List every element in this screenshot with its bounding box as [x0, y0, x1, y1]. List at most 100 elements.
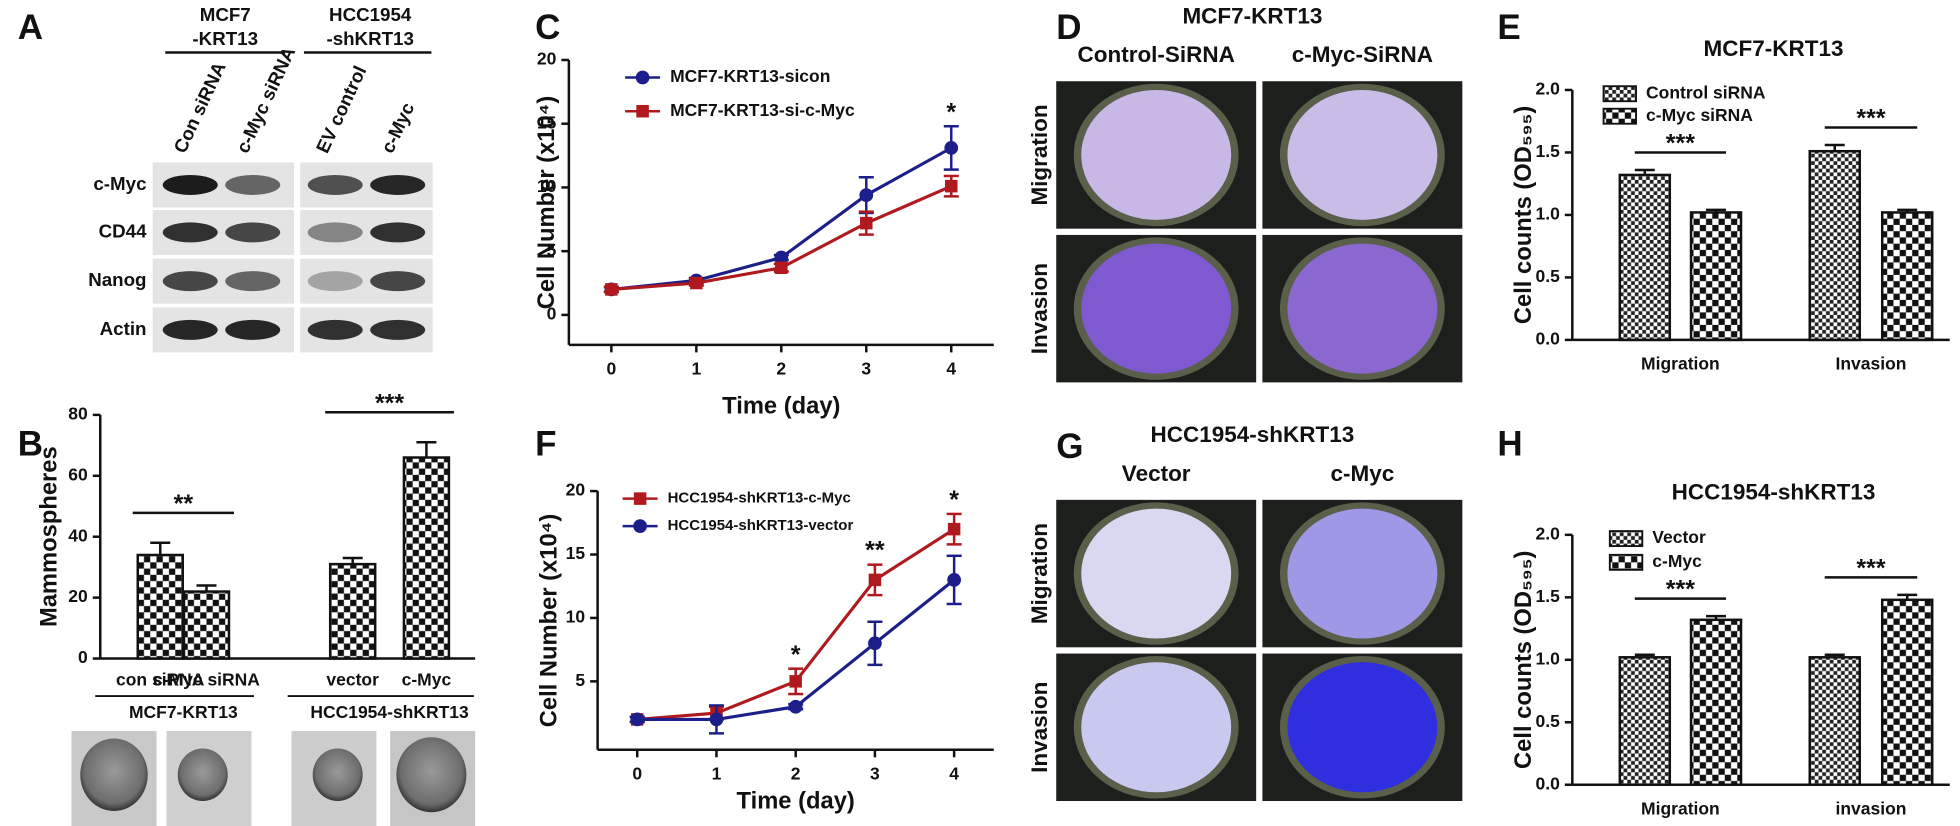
blot-band	[162, 222, 218, 243]
stained-membrane	[1081, 243, 1232, 374]
marker	[690, 276, 703, 290]
panel-label: D	[1056, 8, 1081, 47]
marker	[774, 250, 789, 265]
y-tick-label: 5	[575, 670, 585, 690]
blot-band	[307, 222, 363, 243]
legend-marker	[635, 70, 650, 85]
row-label: c-Myc	[93, 173, 146, 194]
bar	[1689, 618, 1743, 787]
y-tick-label: 1.5	[1536, 586, 1561, 606]
x-tick-label: 0	[606, 359, 616, 379]
y-tick-label: 15	[537, 112, 557, 132]
lane-label: Con siRNA	[169, 58, 230, 156]
row-label: Migration	[1027, 523, 1052, 624]
marker	[775, 261, 788, 274]
blot-band	[225, 222, 281, 243]
marker	[709, 712, 724, 727]
blot-band	[370, 222, 426, 243]
blot-band	[162, 319, 218, 340]
bar	[182, 590, 231, 660]
blot-band	[370, 271, 426, 292]
stained-membrane	[1081, 508, 1232, 639]
y-tick-label: 20	[537, 49, 556, 69]
marker	[868, 573, 882, 587]
legend-marker	[636, 104, 649, 118]
x-tick-label: 1	[712, 763, 722, 783]
sphere	[396, 737, 467, 813]
y-tick-label: 20	[566, 480, 585, 500]
row-label: Invasion	[1027, 263, 1052, 354]
bar	[402, 456, 451, 660]
bar	[328, 562, 377, 660]
x-tick-label: 0	[632, 763, 642, 783]
panel-label: H	[1497, 424, 1522, 463]
y-tick-label: 15	[566, 543, 586, 563]
y-tick-label: 1.0	[1536, 204, 1560, 224]
marker	[789, 675, 802, 688]
y-tick-label: 1.0	[1536, 648, 1560, 668]
y-axis-label: Cell Number (x10⁴)	[534, 96, 560, 310]
column-label: Vector	[1122, 461, 1191, 486]
bar	[1808, 149, 1861, 342]
blot-band	[370, 174, 426, 195]
x-tick-label: con siRNA	[116, 670, 205, 690]
group-label: MCF7-KRT13	[129, 702, 238, 722]
panel-label: B	[18, 424, 43, 463]
legend-swatch	[1608, 530, 1644, 548]
x-tick-label: c-Myc	[402, 670, 452, 690]
column-label: c-Myc-SiRNA	[1292, 42, 1433, 67]
stained-membrane	[1287, 89, 1438, 220]
x-tick-label: c-Myc siRNA	[153, 670, 260, 690]
legend-marker	[633, 519, 647, 533]
group-label: HCC1954-shKRT13	[310, 702, 469, 722]
y-axis-label: Cell counts (OD₅₉₅)	[1511, 106, 1537, 324]
y-tick-label: 0	[547, 304, 557, 324]
group-label: MCF7	[200, 4, 251, 25]
y-axis-label: Mammospheres	[37, 446, 63, 627]
y-tick-label: 0.5	[1536, 266, 1561, 286]
marker	[630, 712, 645, 727]
marker	[788, 699, 803, 714]
x-tick-label: Migration	[1641, 354, 1720, 374]
x-tick-label: 1	[691, 359, 701, 379]
lane-label: c-Myc siRNA	[232, 43, 300, 156]
blot-band	[370, 319, 426, 340]
legend-label: HCC1954-shKRT13-vector	[668, 517, 854, 534]
legend-label: MCF7-KRT13-sicon	[670, 66, 830, 86]
significance: ***	[1856, 105, 1885, 133]
stained-membrane	[1081, 89, 1232, 220]
marker	[947, 573, 962, 587]
significance: *	[946, 98, 956, 126]
legend-label: MCF7-KRT13-si-c-Myc	[670, 100, 855, 120]
bar	[1618, 173, 1672, 342]
significance: *	[949, 486, 959, 514]
marker	[945, 179, 958, 193]
panel-label: F	[535, 424, 556, 463]
legend-marker	[633, 492, 647, 505]
panel-label: C	[535, 8, 560, 47]
x-tick-label: 4	[949, 763, 959, 783]
legend-label: HCC1954-shKRT13-c-Myc	[668, 490, 851, 507]
panel-label: G	[1056, 427, 1083, 466]
legend-label: Control siRNA	[1646, 82, 1766, 102]
lane-label: c-Myc	[377, 99, 418, 156]
row-label: Actin	[100, 318, 147, 339]
x-tick-label: vector	[326, 670, 379, 690]
significance: ***	[1666, 130, 1695, 158]
significance: ***	[375, 389, 404, 417]
y-tick-label: 10	[537, 176, 556, 196]
y-tick-label: 2.0	[1536, 523, 1560, 543]
blot-band	[307, 174, 363, 195]
marker	[860, 216, 873, 230]
legend-label: Vector	[1652, 527, 1706, 547]
legend-label: c-Myc siRNA	[1646, 105, 1753, 125]
legend-swatch	[1602, 85, 1637, 103]
y-tick-label: 0	[78, 647, 88, 667]
x-tick-label: 2	[776, 359, 786, 379]
y-tick-label: 2.0	[1536, 79, 1560, 99]
blot-band	[162, 271, 218, 292]
legend-swatch	[1608, 553, 1644, 571]
sphere	[80, 738, 148, 812]
